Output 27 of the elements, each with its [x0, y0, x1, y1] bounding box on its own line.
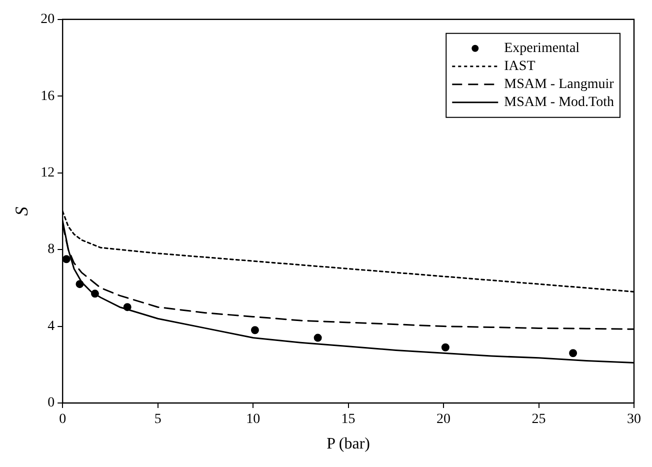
point	[90, 290, 99, 298]
x-tick-label: 20	[436, 412, 451, 428]
point	[76, 280, 84, 288]
y-tick-label: 8	[48, 242, 55, 258]
point	[62, 255, 70, 264]
x-tick-label: 5	[154, 412, 162, 428]
x-axis-title: P (bar)	[326, 436, 370, 453]
x-tick-label: 25	[532, 412, 546, 428]
y-tick-label: 12	[40, 166, 55, 181]
y-axis-title: S	[12, 206, 32, 216]
x-tick-label: 10	[246, 412, 260, 428]
legend-label: MSAM - Mod.Toth	[504, 95, 614, 110]
legend-label: Experimental	[504, 41, 580, 56]
legend-label: IAST	[504, 59, 536, 74]
y-tick-label: 16	[40, 88, 55, 104]
y-tick-label: 4	[48, 318, 55, 334]
x-tick-label: 15	[341, 412, 356, 428]
x-tick-label: 0	[59, 412, 66, 428]
point	[250, 326, 259, 334]
x-tick-label: 30	[627, 412, 641, 428]
legend-label: MSAM - Langmuir	[504, 77, 614, 92]
point	[441, 343, 450, 352]
point	[569, 349, 578, 358]
y-tick-label: 20	[40, 12, 55, 28]
y-tick-label: 0	[48, 396, 55, 411]
point	[314, 334, 322, 342]
point	[123, 303, 132, 312]
